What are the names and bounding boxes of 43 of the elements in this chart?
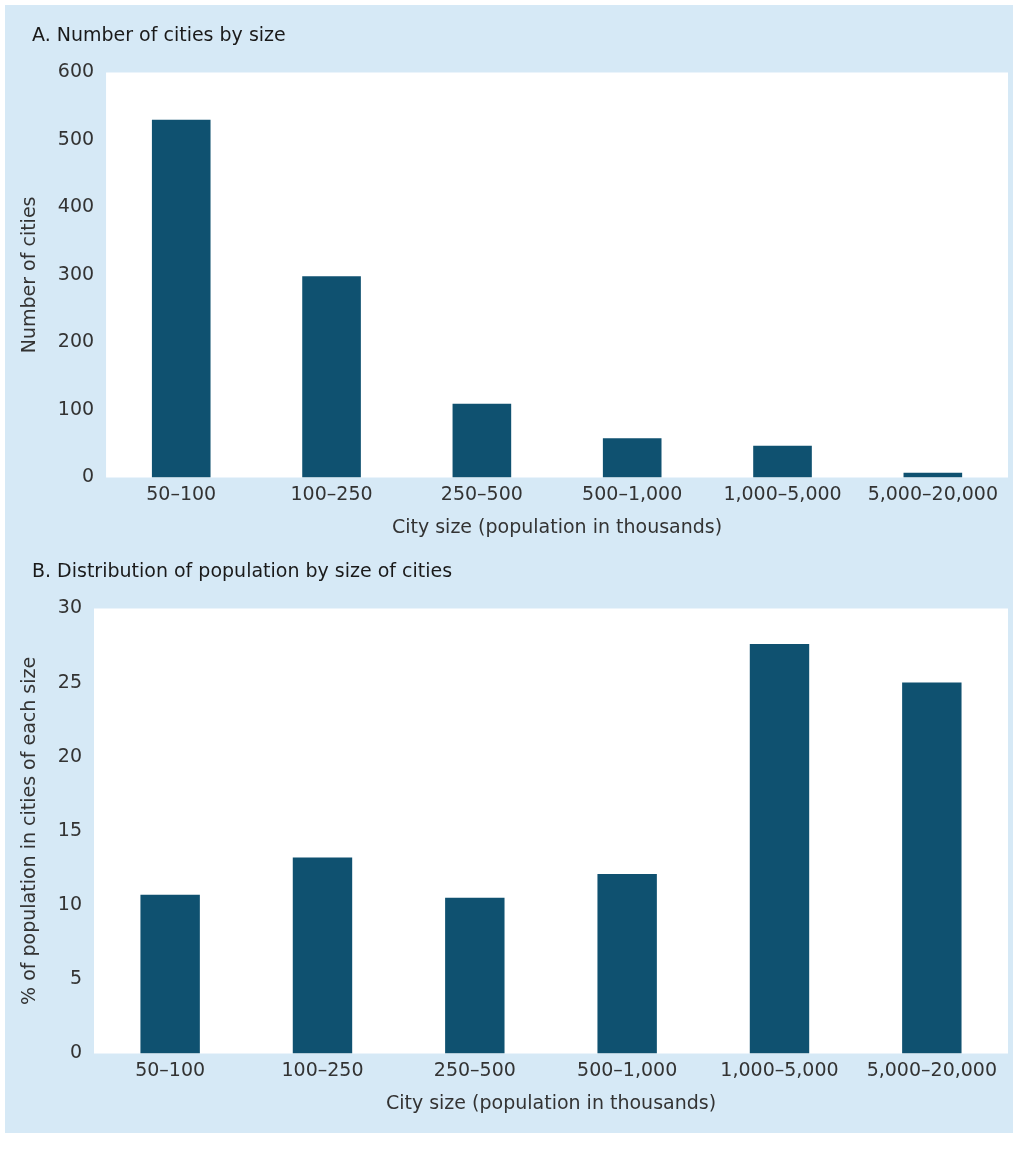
y-axis-title: Number of cities bbox=[17, 196, 40, 354]
chart-title: B. Distribution of population by size of cities bbox=[31, 558, 454, 583]
y-tick-label: 600 bbox=[57, 59, 95, 82]
bar bbox=[749, 644, 810, 1054]
x-tick-label: 500–1,000 bbox=[582, 481, 683, 504]
y-tick-label: 300 bbox=[57, 261, 95, 284]
bar bbox=[151, 119, 211, 478]
y-tick-label: 20 bbox=[57, 743, 82, 766]
bar bbox=[597, 873, 657, 1054]
y-axis-title: % of population in cities of each size bbox=[17, 656, 40, 1005]
bar bbox=[302, 276, 361, 478]
x-tick-label: 5,000–20,000 bbox=[866, 1057, 998, 1080]
x-tick-label: 50–100 bbox=[135, 1057, 206, 1080]
y-tick-label: 200 bbox=[57, 329, 95, 352]
bar bbox=[445, 897, 505, 1054]
x-tick-label: 5,000–20,000 bbox=[867, 481, 999, 504]
y-tick-label: 25 bbox=[57, 669, 82, 692]
x-axis-title: City size (population in thousands) bbox=[391, 514, 723, 537]
bar bbox=[753, 445, 812, 478]
chart-title: A. Number of cities by size bbox=[31, 22, 287, 47]
y-tick-label: 30 bbox=[57, 595, 82, 618]
x-tick-label: 250–500 bbox=[433, 1057, 516, 1080]
x-axis-title: City size (population in thousands) bbox=[385, 1090, 717, 1113]
x-tick-label: 250–500 bbox=[440, 481, 523, 504]
x-tick-label: 50–100 bbox=[146, 481, 217, 504]
x-tick-label: 100–250 bbox=[290, 481, 373, 504]
y-tick-label: 0 bbox=[81, 464, 95, 487]
bar bbox=[602, 438, 662, 478]
bar bbox=[292, 857, 353, 1054]
y-tick-label: 0 bbox=[69, 1040, 82, 1063]
y-tick-label: 500 bbox=[57, 126, 95, 149]
y-tick-label: 15 bbox=[57, 817, 82, 840]
bar bbox=[452, 403, 512, 478]
y-tick-label: 10 bbox=[57, 892, 82, 914]
y-tick-label: 100 bbox=[57, 396, 95, 419]
x-tick-label: 1,000–5,000 bbox=[723, 481, 842, 504]
bar bbox=[902, 682, 962, 1054]
bar bbox=[140, 894, 200, 1054]
y-tick-label: 400 bbox=[57, 194, 95, 217]
x-tick-label: 500–1,000 bbox=[577, 1057, 678, 1080]
x-tick-label: 100–250 bbox=[281, 1057, 364, 1080]
y-tick-label: 5 bbox=[69, 966, 82, 989]
x-tick-label: 1,000–5,000 bbox=[720, 1057, 839, 1080]
